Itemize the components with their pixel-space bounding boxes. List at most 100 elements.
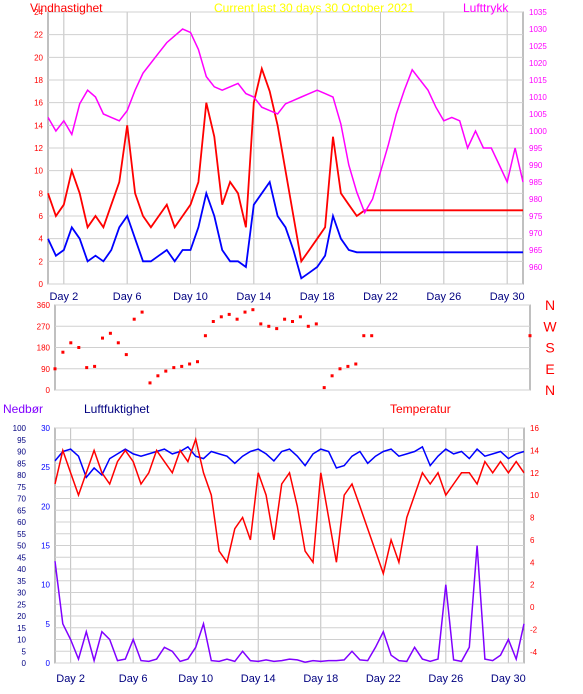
y-tick-label: 14 bbox=[34, 121, 43, 130]
y-tick-label: 995 bbox=[529, 144, 543, 153]
chart-title: Current last 30 days 30 October 2021 bbox=[214, 1, 414, 15]
temperature-axis-label: Temperatur bbox=[390, 402, 451, 416]
y-tick-label: 1025 bbox=[529, 42, 547, 51]
x-tick-label: Day 6 bbox=[119, 673, 148, 685]
direction-point bbox=[291, 320, 294, 323]
y-tick-label: 980 bbox=[529, 195, 543, 204]
y-tick-label: 30 bbox=[41, 424, 50, 433]
direction-point bbox=[53, 367, 57, 371]
y-tick-label: 0 bbox=[22, 659, 27, 668]
y-tick-label: 45 bbox=[17, 553, 26, 562]
direction-point bbox=[124, 353, 128, 357]
y-tick-label: 55 bbox=[17, 530, 26, 539]
y-tick-label: 100 bbox=[13, 424, 27, 433]
wind-axis-label: Vindhastighet bbox=[30, 1, 103, 15]
y-tick-label: 95 bbox=[17, 436, 26, 445]
wind-grid bbox=[48, 11, 523, 285]
x-tick-label: Day 10 bbox=[178, 673, 213, 685]
y-tick-label: 965 bbox=[529, 246, 543, 255]
direction-point bbox=[69, 341, 73, 345]
x-tick-label: Day 26 bbox=[426, 291, 461, 303]
y-tick-label: 10 bbox=[41, 581, 50, 590]
precipitation-axis: 0 5 10 15 20 25 30 bbox=[41, 424, 50, 668]
y-tick-label: 20 bbox=[41, 502, 50, 511]
compass-label: W bbox=[543, 318, 557, 334]
direction-point bbox=[322, 386, 326, 390]
temperature-axis: -4 -2 0 2 4 6 8 10 12 14 16 bbox=[530, 424, 539, 657]
x-tick-label: Day 30 bbox=[491, 673, 526, 685]
climate-series-line-0 bbox=[54, 445, 525, 479]
x-tick-label: Day 14 bbox=[241, 673, 276, 685]
x-tick-label: Day 18 bbox=[300, 291, 335, 303]
y-tick-label: 0 bbox=[530, 603, 535, 612]
direction-point bbox=[132, 317, 136, 321]
y-tick-label: 10 bbox=[34, 167, 43, 176]
y-tick-label: 1035 bbox=[529, 8, 547, 17]
y-tick-label: 20 bbox=[17, 612, 26, 621]
direction-point bbox=[330, 374, 334, 378]
x-tick-label: Day 22 bbox=[366, 673, 401, 685]
y-tick-label: 5 bbox=[46, 620, 51, 629]
climate-x-axis: Day 2 Day 6 Day 10 Day 14 Day 18 Day 22 Day 26… bbox=[56, 673, 526, 685]
y-tick-label: 24 bbox=[34, 8, 43, 17]
x-tick-label: Day 18 bbox=[303, 673, 338, 685]
y-tick-label: 70 bbox=[17, 495, 26, 504]
direction-point bbox=[227, 312, 231, 316]
y-tick-label: 990 bbox=[529, 161, 543, 170]
direction-series bbox=[53, 308, 532, 390]
direction-point bbox=[108, 331, 112, 335]
direction-point bbox=[275, 327, 279, 331]
direction-point bbox=[298, 315, 302, 319]
y-tick-label: 1030 bbox=[529, 25, 547, 34]
direction-point bbox=[101, 336, 104, 340]
pressure-right-axis: 960 965 970 975 980 985 990 995 1000 1005 1010 1015… bbox=[529, 8, 547, 272]
direction-point bbox=[164, 369, 168, 373]
direction-grid bbox=[55, 304, 530, 391]
y-tick-label: 16 bbox=[34, 99, 43, 108]
y-tick-label: 6 bbox=[530, 536, 535, 545]
y-tick-label: 60 bbox=[17, 518, 26, 527]
wind-x-axis: Day 2 Day 6 Day 10 Day 14 Day 18 Day 22 Day 26… bbox=[49, 291, 524, 303]
direction-point bbox=[196, 360, 199, 364]
y-tick-label: 16 bbox=[530, 424, 539, 433]
humidity-axis-label: Luftfuktighet bbox=[84, 402, 150, 416]
direction-point bbox=[235, 317, 239, 321]
y-tick-label: 12 bbox=[34, 144, 43, 153]
direction-point bbox=[188, 362, 192, 366]
direction-point bbox=[267, 324, 271, 328]
y-tick-label: 1020 bbox=[529, 59, 547, 68]
climate-series-line-2 bbox=[54, 545, 525, 664]
y-tick-label: 40 bbox=[17, 565, 26, 574]
wind-series bbox=[47, 28, 524, 280]
y-tick-label: 15 bbox=[17, 624, 26, 633]
direction-point bbox=[283, 317, 287, 321]
y-tick-label: 25 bbox=[17, 600, 26, 609]
x-tick-label: Day 14 bbox=[236, 291, 271, 303]
direction-point bbox=[85, 366, 89, 370]
direction-point bbox=[203, 334, 207, 338]
y-tick-label: 20 bbox=[34, 53, 43, 62]
y-tick-label: 970 bbox=[529, 229, 543, 238]
y-tick-label: 10 bbox=[17, 636, 26, 645]
precip-axis-label: Nedbør bbox=[3, 402, 43, 416]
humidity-axis: 0 5 10 15 20 25 30 35 40 45 50 55 60 65 70 75 80 85 90 95 10… bbox=[13, 424, 27, 668]
x-tick-label: Day 26 bbox=[428, 673, 463, 685]
y-tick-label: 50 bbox=[17, 542, 26, 551]
x-tick-label: Day 2 bbox=[49, 291, 78, 303]
y-tick-label: 180 bbox=[37, 344, 51, 353]
wind-series-line-2 bbox=[47, 28, 524, 215]
direction-point bbox=[362, 334, 366, 338]
y-tick-label: 85 bbox=[17, 459, 26, 468]
direction-point bbox=[354, 362, 358, 366]
y-tick-label: 4 bbox=[39, 235, 44, 244]
wind-series-line-1 bbox=[47, 179, 523, 280]
y-tick-label: 22 bbox=[34, 31, 43, 40]
direction-point bbox=[172, 366, 176, 370]
direction-point bbox=[180, 364, 184, 368]
precip-humidity-temp-panel: 0510152025303540455055606570758085909510… bbox=[3, 402, 539, 685]
direction-point bbox=[156, 374, 160, 378]
